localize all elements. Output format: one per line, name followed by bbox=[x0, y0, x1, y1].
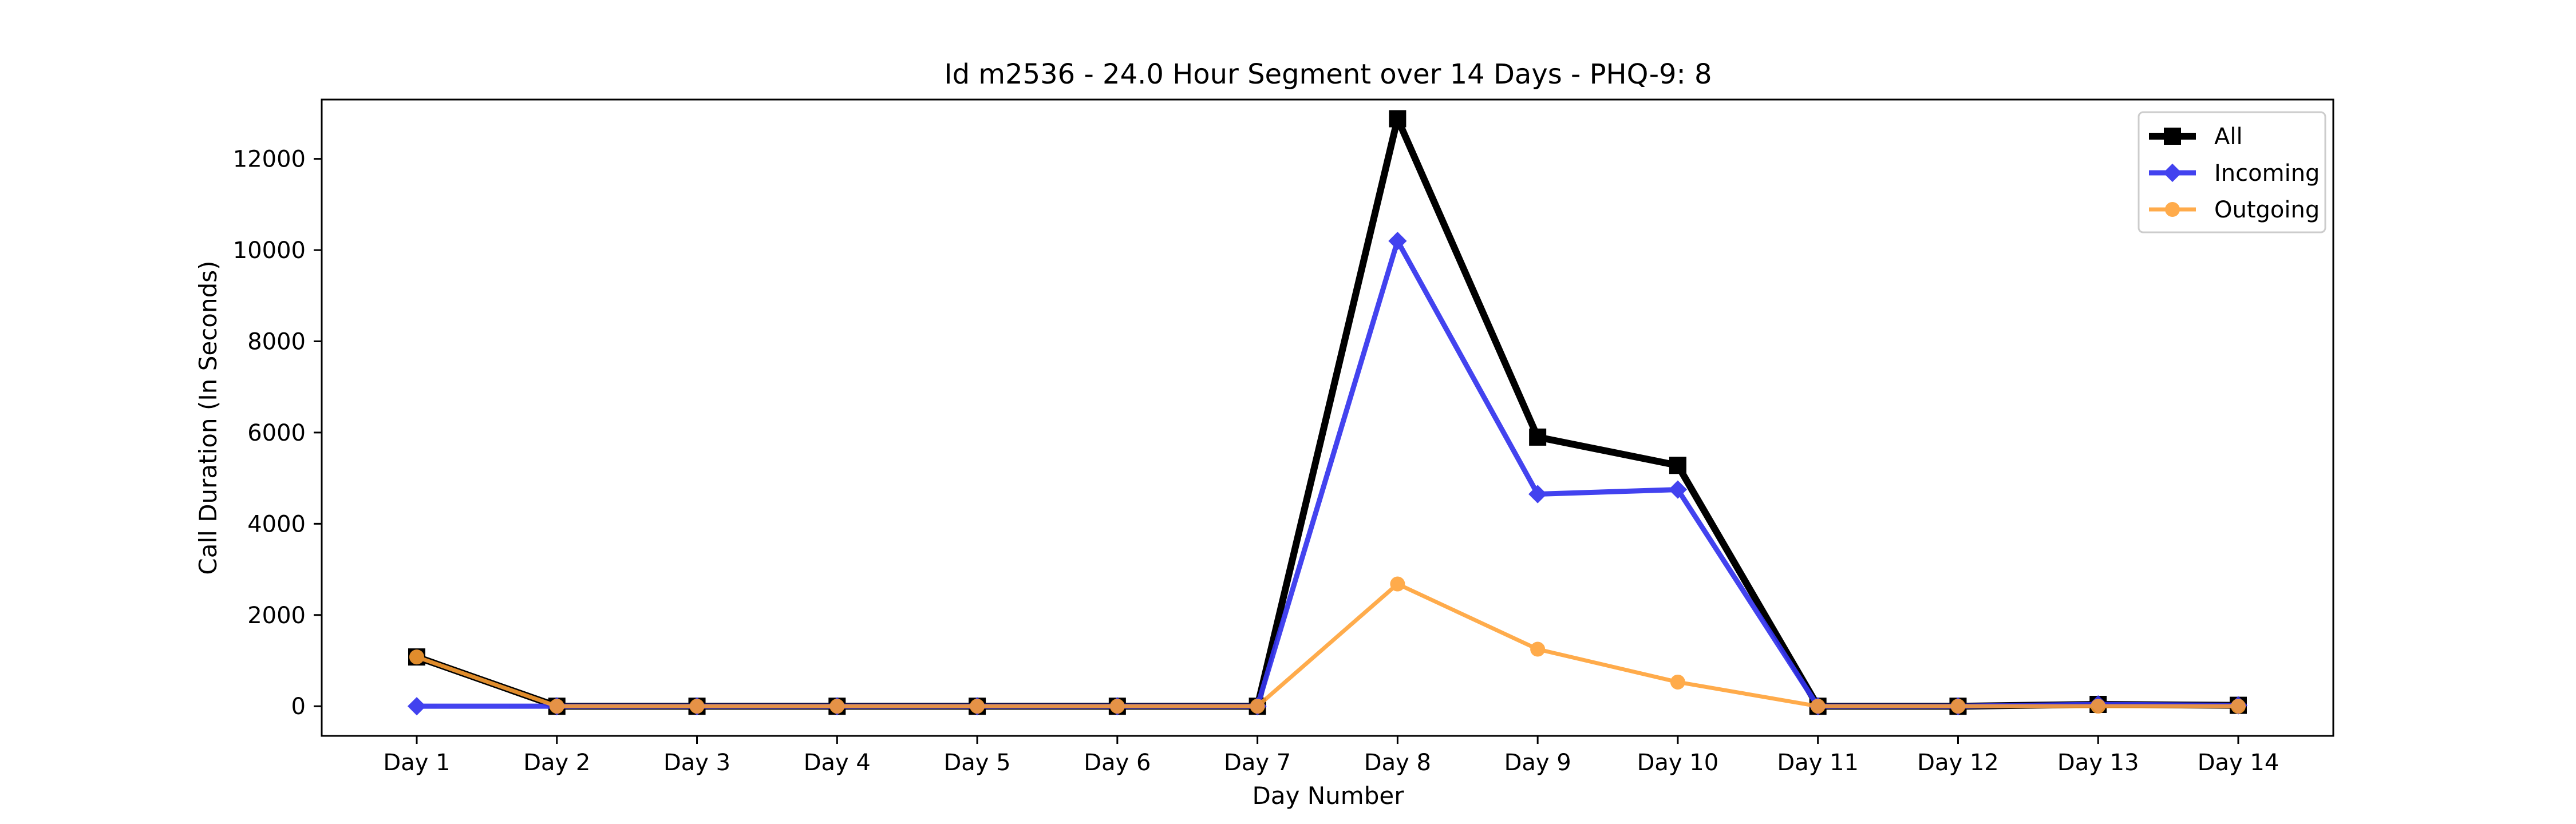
x-axis: Day 1 Day 2 Day 3 Day 4 Day 5 Day 6 Day 7 Day 8… bbox=[383, 736, 2279, 776]
series-line-outgoing bbox=[414, 582, 2241, 708]
legend-label-incoming: Incoming bbox=[2214, 160, 2320, 187]
legend-marker-incoming bbox=[2163, 163, 2182, 183]
y-tick-label: 2000 bbox=[247, 603, 306, 629]
data-point-incoming bbox=[1388, 232, 1407, 251]
x-tick-label: Day 2 bbox=[523, 750, 590, 776]
x-tick-label: Day 3 bbox=[663, 750, 730, 776]
x-tick-label: Day 6 bbox=[1084, 750, 1151, 776]
data-point-all bbox=[1389, 110, 1406, 128]
y-tick-label: 12000 bbox=[233, 146, 306, 173]
y-tick-label: 4000 bbox=[247, 511, 306, 537]
data-point-outgoing bbox=[1670, 674, 1685, 690]
data-point-outgoing bbox=[549, 699, 564, 714]
data-point-outgoing bbox=[1530, 641, 1546, 657]
x-tick-label: Day 7 bbox=[1224, 750, 1291, 776]
data-point-outgoing bbox=[970, 699, 985, 714]
x-tick-label: Day 8 bbox=[1364, 750, 1431, 776]
data-point-outgoing bbox=[689, 699, 705, 714]
legend-label-outgoing: Outgoing bbox=[2214, 197, 2320, 223]
x-tick-label: Day 10 bbox=[1637, 750, 1719, 776]
plot-area-frame bbox=[321, 98, 2334, 737]
data-point-incoming bbox=[1528, 485, 1547, 504]
y-tick-label: 0 bbox=[291, 694, 306, 720]
y-axis-label: Call Duration (In Seconds) bbox=[194, 260, 222, 575]
data-point-outgoing bbox=[1250, 699, 1265, 714]
x-tick-label: Day 4 bbox=[804, 750, 871, 776]
legend-item-all bbox=[2149, 128, 2196, 145]
legend-marker-outgoing bbox=[2165, 202, 2180, 217]
x-tick-label: Day 14 bbox=[2198, 750, 2279, 776]
legend-item-outgoing bbox=[2149, 202, 2196, 217]
legend-marker-all bbox=[2164, 128, 2181, 145]
data-point-all bbox=[1529, 428, 1547, 446]
data-point-outgoing bbox=[1109, 699, 1125, 714]
data-point-outgoing bbox=[1810, 699, 1826, 714]
data-point-outgoing bbox=[1390, 576, 1405, 592]
data-point-outgoing bbox=[1950, 699, 1966, 714]
data-point-outgoing bbox=[829, 699, 845, 714]
x-tick-label: Day 1 bbox=[383, 750, 450, 776]
chart-title: Id m2536 - 24.0 Hour Segment over 14 Day… bbox=[944, 58, 1712, 90]
y-tick-label: 6000 bbox=[247, 420, 306, 446]
x-tick-label: Day 5 bbox=[943, 750, 1010, 776]
data-point-outgoing bbox=[2091, 699, 2106, 714]
legend-label-all: All bbox=[2214, 124, 2243, 150]
legend-item-incoming bbox=[2149, 163, 2196, 183]
x-tick-label: Day 9 bbox=[1504, 750, 1571, 776]
x-tick-label: Day 12 bbox=[1917, 750, 1999, 776]
x-tick-label: Day 13 bbox=[2057, 750, 2139, 776]
series-layer bbox=[407, 110, 2248, 716]
data-point-outgoing bbox=[409, 649, 424, 665]
x-axis-label: Day Number bbox=[1252, 782, 1404, 810]
data-point-outgoing bbox=[2231, 699, 2246, 714]
x-tick-label: Day 11 bbox=[1777, 750, 1859, 776]
data-point-incoming bbox=[407, 697, 426, 716]
legend-box bbox=[2138, 111, 2326, 233]
series-outgoing bbox=[409, 576, 2246, 714]
data-point-all bbox=[1669, 457, 1686, 474]
y-axis: 0 2000 4000 6000 8000 10000 12000 bbox=[233, 146, 322, 720]
y-tick-label: 8000 bbox=[247, 328, 306, 355]
legend: All Incoming Outgoing bbox=[2138, 111, 2326, 233]
y-tick-label: 10000 bbox=[233, 237, 306, 264]
data-point-incoming bbox=[1668, 480, 1688, 499]
